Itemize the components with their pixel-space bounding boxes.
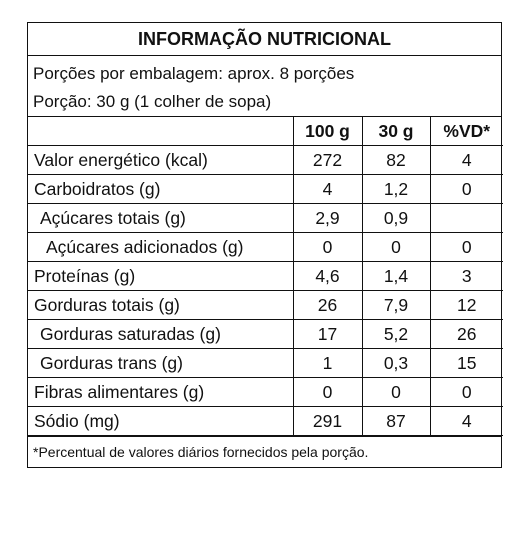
value-100g: 0 [292, 377, 363, 407]
nutrient-name: Gorduras totais (g) [28, 290, 294, 320]
value-vd: 0 [429, 174, 503, 204]
value-vd: 0 [429, 232, 503, 262]
nutrient-name: Gorduras trans (g) [28, 348, 294, 378]
table-row: Açúcares totais (g) 2,9 0,9 [28, 203, 503, 233]
value-30g: 82 [361, 145, 431, 175]
value-vd: 4 [429, 406, 503, 436]
serving-size: Porção: 30 g (1 colher de sopa) [33, 92, 272, 111]
nutrition-table: 100 g 30 g %VD* Valor energético (kcal) … [28, 117, 503, 436]
table-row: Gorduras trans (g) 1 0,3 15 [28, 348, 503, 378]
table-row: Proteínas (g) 4,6 1,4 3 [28, 261, 503, 291]
value-vd: 0 [429, 377, 503, 407]
value-30g: 0,9 [361, 203, 431, 233]
table-row: Fibras alimentares (g) 0 0 0 [28, 377, 503, 407]
footnote: *Percentual de valores diários fornecido… [28, 436, 501, 467]
nutrient-name: Açúcares adicionados (g) [28, 232, 294, 262]
value-100g: 4 [292, 174, 363, 204]
nutrient-name: Fibras alimentares (g) [28, 377, 294, 407]
value-vd [429, 203, 503, 233]
table-row: Açúcares adicionados (g) 0 0 0 [28, 232, 503, 262]
table-row: Valor energético (kcal) 272 82 4 [28, 145, 503, 175]
value-30g: 0 [361, 377, 431, 407]
value-30g: 0,3 [361, 348, 431, 378]
servings-per-package: Porções por embalagem: aprox. 8 porções [33, 64, 355, 83]
value-100g: 4,6 [292, 261, 363, 291]
value-vd: 4 [429, 145, 503, 175]
column-header-vd: %VD* [429, 117, 503, 146]
value-vd: 15 [429, 348, 503, 378]
value-100g: 0 [292, 232, 363, 262]
value-30g: 7,9 [361, 290, 431, 320]
nutrient-name: Valor energético (kcal) [28, 145, 294, 175]
label-title: INFORMAÇÃO NUTRICIONAL [28, 23, 501, 56]
value-100g: 1 [292, 348, 363, 378]
value-30g: 0 [361, 232, 431, 262]
column-header-100g: 100 g [292, 117, 363, 146]
value-vd: 3 [429, 261, 503, 291]
nutrition-facts-label: INFORMAÇÃO NUTRICIONAL Porções por embal… [27, 22, 503, 468]
table-row: Carboidratos (g) 4 1,2 0 [28, 174, 503, 204]
value-100g: 26 [292, 290, 363, 320]
value-100g: 17 [292, 319, 363, 349]
value-100g: 272 [292, 145, 363, 175]
value-30g: 1,2 [361, 174, 431, 204]
value-100g: 291 [292, 406, 363, 436]
column-header-30g: 30 g [361, 117, 431, 146]
serving-info: Porções por embalagem: aprox. 8 porções … [28, 56, 501, 117]
value-30g: 5,2 [361, 319, 431, 349]
nutrient-name: Açúcares totais (g) [28, 203, 294, 233]
nutrient-name: Carboidratos (g) [28, 174, 294, 204]
table-row: Gorduras saturadas (g) 17 5,2 26 [28, 319, 503, 349]
value-100g: 2,9 [292, 203, 363, 233]
nutrient-name: Proteínas (g) [28, 261, 294, 291]
value-30g: 87 [361, 406, 431, 436]
table-row: Gorduras totais (g) 26 7,9 12 [28, 290, 503, 320]
column-header-nutrient [28, 117, 294, 146]
table-row: Sódio (mg) 291 87 4 [28, 406, 503, 436]
nutrient-name: Sódio (mg) [28, 406, 294, 436]
header-row: 100 g 30 g %VD* [28, 117, 503, 146]
value-vd: 12 [429, 290, 503, 320]
nutrient-name: Gorduras saturadas (g) [28, 319, 294, 349]
value-vd: 26 [429, 319, 503, 349]
value-30g: 1,4 [361, 261, 431, 291]
